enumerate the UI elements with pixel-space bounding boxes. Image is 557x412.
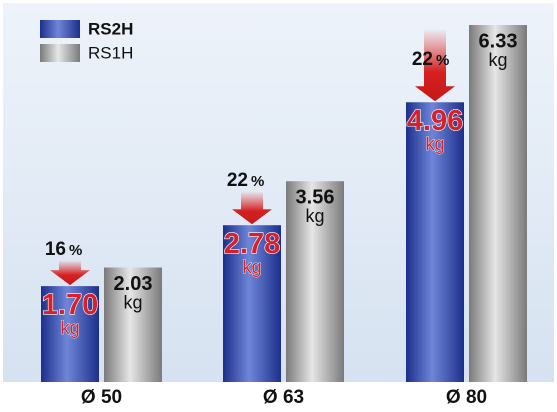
unit-label: kg [242, 257, 261, 277]
unit-label: kg [123, 292, 142, 312]
x-tick-label: Ø 63 [263, 387, 304, 408]
legend-swatch [40, 20, 80, 38]
value-label: 4.96 [407, 105, 463, 137]
reduction-unit: % [69, 242, 82, 259]
unit-label: kg [488, 50, 507, 70]
bar [406, 102, 464, 382]
bar [104, 267, 162, 382]
unit-label: kg [425, 134, 444, 154]
x-tick-label: Ø 80 [446, 387, 487, 408]
value-label: 2.03 [114, 273, 153, 295]
reduction-arrow [232, 191, 272, 225]
reduction-unit: % [436, 52, 449, 69]
legend-label: RS2H [88, 19, 133, 38]
reduction-value: 22 [227, 170, 248, 191]
bar [223, 225, 281, 382]
reduction-unit: % [251, 173, 264, 190]
unit-label: kg [305, 206, 324, 226]
value-label: 6.33 [479, 30, 518, 52]
reduction-value: 22 [412, 49, 433, 70]
value-label: 2.78 [224, 228, 280, 260]
legend-swatch [40, 44, 80, 62]
legend-label: RS1H [88, 43, 133, 62]
unit-label: kg [60, 318, 79, 338]
reduction-value: 16 [45, 239, 66, 260]
value-label: 3.56 [296, 187, 335, 209]
bar [469, 25, 527, 382]
bar [286, 181, 344, 382]
reduction-arrow [50, 260, 90, 286]
value-label: 1.70 [42, 289, 98, 321]
bar [41, 286, 99, 382]
x-tick-label: Ø 50 [81, 387, 122, 408]
reduction-arrow [415, 28, 455, 102]
